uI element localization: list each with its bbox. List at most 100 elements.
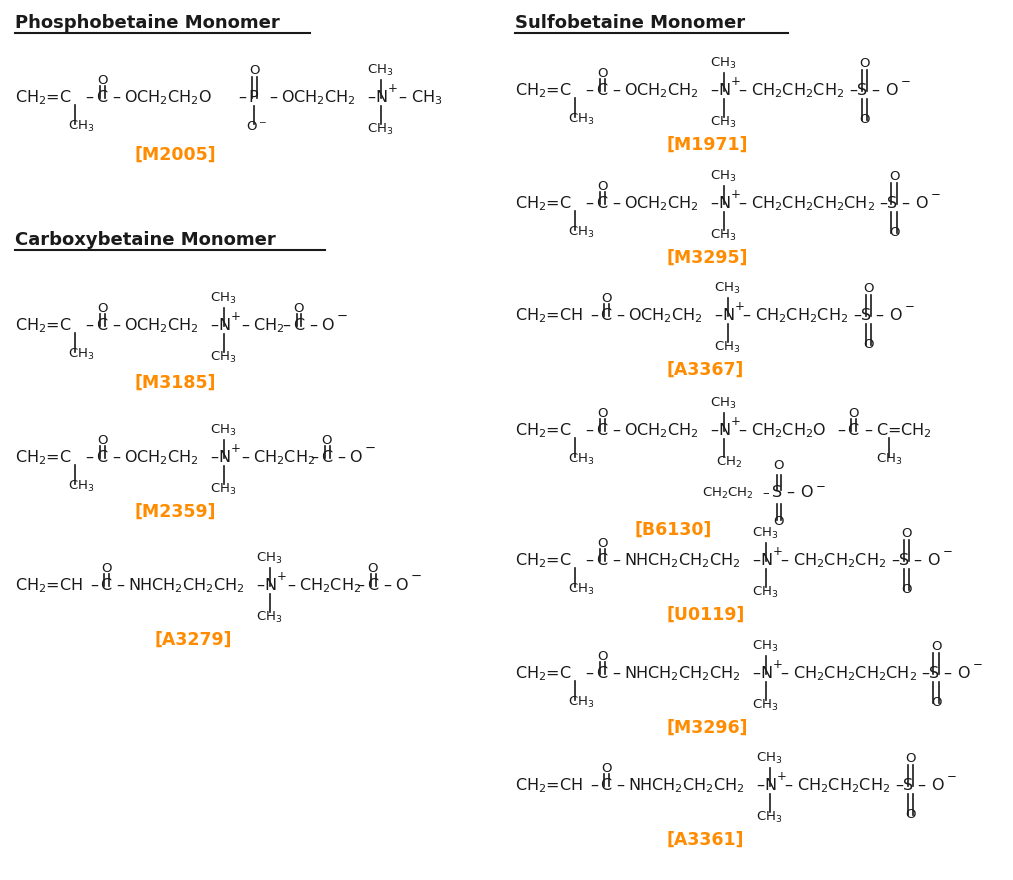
Text: N: N	[375, 90, 387, 105]
Text: CH$_3$: CH$_3$	[714, 281, 741, 296]
Text: O: O	[957, 666, 969, 681]
Text: CH$_3$: CH$_3$	[568, 452, 595, 467]
Text: C: C	[367, 578, 378, 593]
Text: O: O	[321, 318, 333, 333]
Text: –: –	[112, 90, 120, 105]
Text: CH$_3$: CH$_3$	[210, 350, 236, 365]
Text: S: S	[861, 308, 871, 323]
Text: C: C	[100, 578, 111, 593]
Text: O: O	[859, 113, 869, 126]
Text: C: C	[96, 450, 107, 465]
Text: –: –	[590, 778, 598, 793]
Text: [M3295]: [M3295]	[667, 249, 749, 267]
Text: OCH$_2$CH$_2$: OCH$_2$CH$_2$	[124, 448, 199, 466]
Text: CH$_2$=C: CH$_2$=C	[15, 316, 72, 334]
Text: –: –	[282, 318, 290, 333]
Text: –: –	[780, 666, 788, 681]
Text: OCH$_2$CH$_2$: OCH$_2$CH$_2$	[624, 81, 699, 99]
Text: CH$_2$=C: CH$_2$=C	[515, 664, 571, 683]
Text: –: –	[871, 83, 879, 98]
Text: O: O	[901, 583, 912, 596]
Text: CH$_2$CH$_2$CH$_2$: CH$_2$CH$_2$CH$_2$	[793, 551, 886, 569]
Text: CH$_2$: CH$_2$	[253, 316, 285, 334]
Text: O: O	[349, 450, 362, 465]
Text: CH$_2$=C: CH$_2$=C	[515, 421, 571, 440]
Text: Carboxybetaine Monomer: Carboxybetaine Monomer	[15, 231, 276, 249]
Text: [M2005]: [M2005]	[135, 146, 217, 164]
Text: O: O	[905, 752, 916, 765]
Text: N: N	[718, 83, 730, 98]
Text: S: S	[929, 666, 939, 681]
Text: OCH$_2$CH$_2$: OCH$_2$CH$_2$	[281, 88, 356, 106]
Text: CH$_3$: CH$_3$	[210, 482, 236, 497]
Text: O: O	[597, 537, 607, 550]
Text: P: P	[248, 90, 257, 105]
Text: O: O	[885, 83, 898, 98]
Text: –: –	[612, 196, 620, 211]
Text: –: –	[356, 578, 364, 593]
Text: O: O	[774, 515, 784, 528]
Text: N: N	[718, 423, 730, 438]
Text: N: N	[760, 666, 772, 681]
Text: CH$_3$: CH$_3$	[752, 526, 778, 541]
Text: S: S	[772, 485, 782, 500]
Text: O: O	[97, 302, 107, 315]
Text: O: O	[97, 74, 107, 87]
Text: O: O	[901, 527, 912, 540]
Text: O: O	[322, 434, 332, 447]
Text: O: O	[774, 459, 784, 472]
Text: –: –	[585, 666, 593, 681]
Text: NHCH$_2$CH$_2$CH$_2$: NHCH$_2$CH$_2$CH$_2$	[624, 551, 741, 569]
Text: –: –	[756, 778, 764, 793]
Text: C: C	[96, 90, 107, 105]
Text: CH$_2$CH$_2$CH$_2$: CH$_2$CH$_2$CH$_2$	[797, 776, 890, 795]
Text: CH$_3$: CH$_3$	[568, 582, 595, 598]
Text: C: C	[96, 318, 107, 333]
Text: –: –	[943, 666, 951, 681]
Text: [A3279]: [A3279]	[155, 631, 233, 649]
Text: CH$_3$: CH$_3$	[710, 56, 736, 71]
Text: N: N	[264, 578, 277, 593]
Text: CH$_2$: CH$_2$	[716, 455, 743, 470]
Text: [M1971]: [M1971]	[667, 136, 749, 154]
Text: –: –	[864, 423, 872, 438]
Text: CH$_2$CH$_2$CH$_2$: CH$_2$CH$_2$CH$_2$	[751, 81, 844, 99]
Text: –: –	[612, 553, 620, 568]
Text: C: C	[600, 778, 611, 793]
Text: C: C	[600, 308, 611, 323]
Text: N: N	[760, 553, 772, 568]
Text: CH$_2$CH$_2$: CH$_2$CH$_2$	[299, 576, 362, 595]
Text: –: –	[85, 318, 93, 333]
Text: C: C	[596, 553, 607, 568]
Text: –: –	[210, 318, 218, 333]
Text: O: O	[931, 778, 943, 793]
Text: CH$_2$=C: CH$_2$=C	[515, 551, 571, 569]
Text: Phosphobetaine Monomer: Phosphobetaine Monomer	[15, 14, 280, 32]
Text: O: O	[601, 292, 611, 305]
Text: +: +	[777, 770, 787, 783]
Text: [M3185]: [M3185]	[135, 374, 217, 392]
Text: –: –	[616, 778, 624, 793]
Text: O: O	[888, 226, 900, 239]
Text: –: –	[116, 578, 124, 593]
Text: –: –	[784, 778, 792, 793]
Text: CH$_3$: CH$_3$	[710, 169, 736, 184]
Text: –: –	[917, 778, 925, 793]
Text: −: −	[905, 300, 915, 313]
Text: O: O	[368, 562, 378, 575]
Text: O: O	[100, 562, 111, 575]
Text: −: −	[816, 480, 826, 493]
Text: CH$_3$: CH$_3$	[752, 585, 778, 600]
Text: CH$_2$=C: CH$_2$=C	[515, 81, 571, 99]
Text: CH$_2$CH$_2$CH$_2$CH$_2$: CH$_2$CH$_2$CH$_2$CH$_2$	[793, 664, 917, 683]
Text: –: –	[762, 487, 769, 500]
Text: –: –	[112, 318, 120, 333]
Text: –: –	[710, 423, 718, 438]
Text: S: S	[887, 196, 898, 211]
Text: –: –	[879, 196, 887, 211]
Text: –: –	[287, 578, 295, 593]
Text: –: –	[612, 83, 620, 98]
Text: O: O	[597, 180, 607, 193]
Text: O: O	[97, 434, 107, 447]
Text: –: –	[875, 308, 883, 323]
